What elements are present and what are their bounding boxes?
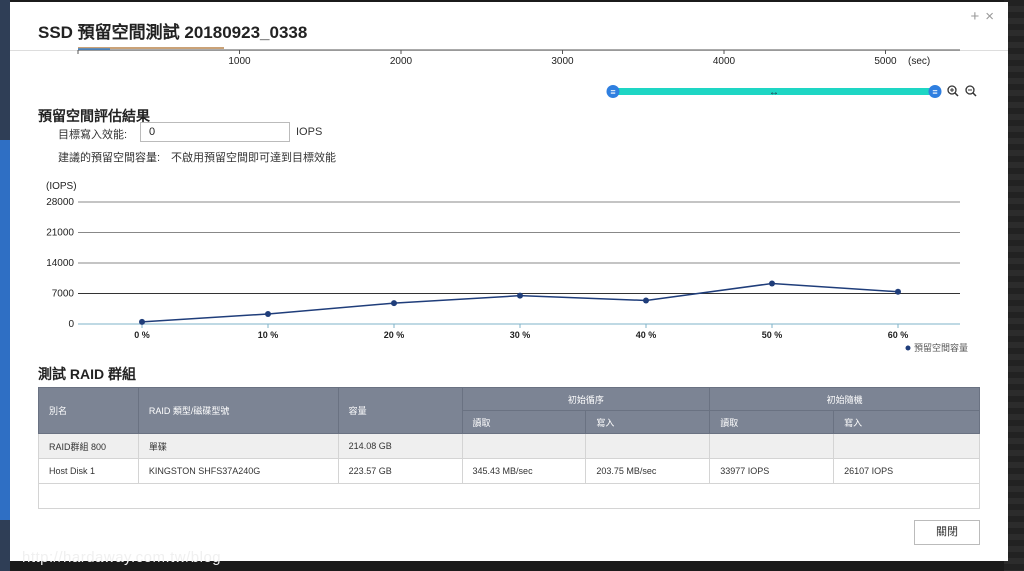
chart-x-tick-label: 10 % [258, 330, 279, 340]
cell-type: 單碟 [137, 433, 339, 459]
timeline-tick-label: 1000 [228, 56, 251, 67]
cell-seq-write: 203.75 MB/sec [585, 458, 711, 484]
header-rand-write: 寫入 [833, 410, 980, 434]
cell-type: KINGSTON SHFS37A240G [137, 458, 339, 484]
chart-y-tick-label: 28000 [46, 197, 74, 208]
raid-section-title: 測試 RAID 群組 [38, 366, 136, 382]
series-line [141, 282, 899, 323]
chart-y-tick-label: 14000 [46, 258, 74, 269]
legend-marker [905, 345, 911, 351]
header-alias: 別名 [38, 387, 139, 434]
chart-x-tick-label: 50 % [762, 330, 783, 340]
cell-capacity: 214.08 GB [337, 433, 463, 459]
cell-seq-read: 345.43 MB/sec [461, 458, 587, 484]
legend-label[interactable]: 預留空間容量 [914, 342, 968, 353]
chart-x-tick-label: 60 % [888, 330, 909, 340]
chart-x-tick-label: 20 % [384, 330, 405, 340]
zoom-out-icon[interactable] [965, 85, 977, 97]
chart-x-tick-label: 40 % [636, 330, 657, 340]
range-drag-icon[interactable]: ↔ [769, 87, 779, 98]
cell-capacity: 223.57 GB [337, 458, 463, 484]
cell-seq-write [585, 433, 711, 459]
table-row[interactable]: RAID群組 800 單碟 214.08 GB [38, 433, 980, 459]
background-panel [0, 140, 10, 520]
table-row[interactable]: Host Disk 1 KINGSTON SHFS37A240G 223.57 … [38, 458, 980, 484]
dialog-title: SSD 預留空間測試 20180923_0338 [38, 23, 308, 42]
suggested-capacity-label: 建議的預留空間容量: [58, 152, 161, 164]
timeline-unit: (sec) [908, 56, 930, 67]
header-capacity: 容量 [337, 387, 463, 434]
series-point[interactable] [643, 297, 649, 304]
header-rand-read: 讀取 [709, 410, 835, 434]
chart-y-tick-label: 0 [68, 319, 74, 330]
target-performance-input[interactable]: 0 [140, 122, 290, 142]
close-icon[interactable]: × [985, 8, 1000, 25]
timeline-tick-label: 4000 [713, 56, 736, 67]
background-sidebar [0, 0, 10, 571]
series-point[interactable] [517, 292, 523, 299]
timeline-panel: 1000 2000 3000 4000 5000 (sec) ≡ ≡ ↔ [77, 47, 977, 98]
range-start-handle[interactable] [606, 85, 620, 98]
ssd-test-dialog: SSD 預留空間測試 20180923_0338 +× 1000 2000 3000… [10, 2, 1008, 561]
background-edge [1004, 0, 1024, 571]
cell-rand-write [833, 433, 980, 459]
cell-alias: RAID群組 800 [38, 433, 139, 459]
chart-x-tick-label: 30 % [510, 330, 531, 340]
timeline-tick-label: 3000 [551, 56, 574, 67]
cell-rand-read [709, 433, 835, 459]
suggested-capacity-value: 不啟用預留空間即可達到目標效能 [171, 152, 336, 164]
raid-table: 別名 RAID 類型/磁碟型號 容量 初始循序 初始隨機 讀取 寫入 讀取 寫入… [38, 387, 980, 509]
series-point[interactable] [769, 280, 775, 287]
target-performance-label: 目標寫入效能: [58, 129, 128, 141]
cell-alias: Host Disk 1 [38, 458, 139, 484]
series-point[interactable] [265, 310, 271, 317]
series-point[interactable] [895, 288, 901, 295]
chart-y-tick-label: 21000 [46, 228, 74, 239]
range-end-handle[interactable] [928, 85, 942, 98]
range-start-handle-glyph: ≡ [610, 87, 615, 97]
chart-y-tick-label: 7000 [52, 289, 75, 300]
cell-seq-read [461, 433, 587, 459]
table-empty-row [38, 483, 980, 509]
chart-x-tick-label: 0 % [134, 330, 150, 340]
zoom-in-icon[interactable] [947, 85, 959, 97]
target-unit-label: IOPS [296, 126, 323, 138]
header-seq-write: 寫入 [585, 410, 711, 434]
estimate-section-title: 預留空間評估結果 [38, 108, 150, 124]
chart-y-axis-label: (IOPS) [46, 181, 77, 192]
range-end-handle-glyph: ≡ [932, 87, 937, 97]
timeline-range-bar[interactable] [613, 88, 935, 95]
timeline-tick-label: 5000 [874, 56, 897, 67]
window-controls: +× [970, 8, 1000, 25]
header-sequential: 初始循序 [461, 387, 711, 411]
series-point[interactable] [139, 318, 145, 325]
timeline-tick-label: 2000 [390, 56, 413, 67]
series-point[interactable] [391, 300, 397, 307]
cell-rand-read: 33977 IOPS [709, 458, 835, 484]
iops-chart: (IOPS) 28000 21000 14000 7000 0 0 % 10 % 20 % 3… [46, 181, 968, 353]
header-seq-read: 讀取 [461, 410, 587, 434]
cell-rand-write: 26107 IOPS [833, 458, 980, 484]
header-type: RAID 類型/磁碟型號 [137, 387, 339, 434]
watermark: http://hardaway.com.tw/blog [22, 549, 222, 566]
close-button[interactable]: 關閉 [914, 520, 980, 545]
header-random: 初始隨機 [709, 387, 980, 411]
expand-icon[interactable]: + [970, 8, 986, 25]
